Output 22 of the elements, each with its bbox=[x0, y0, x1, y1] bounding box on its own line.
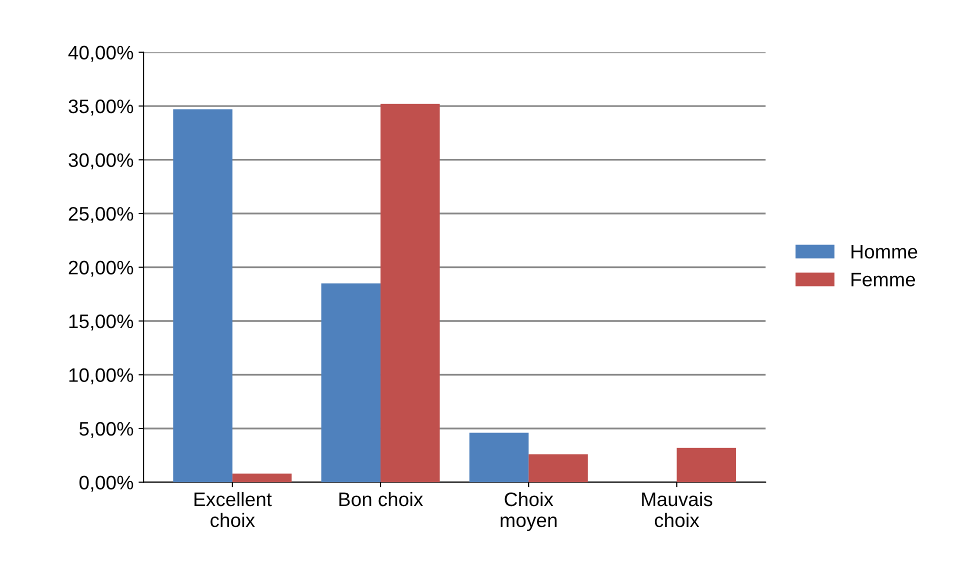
y-tick-label: 15,00% bbox=[69, 314, 134, 331]
x-tick-label: Mauvais choix bbox=[642, 492, 712, 528]
legend-label: Femme bbox=[852, 272, 916, 286]
x-tick-label: Choix moyen bbox=[500, 492, 557, 532]
y-tick-label: 0,00% bbox=[79, 476, 134, 492]
y-tick-label: 10,00% bbox=[69, 368, 134, 384]
y-tick-label: 40,00% bbox=[68, 46, 134, 62]
x-tick-label: Bon choix bbox=[339, 492, 424, 506]
bar bbox=[528, 454, 588, 482]
y-tick-label: 20,00% bbox=[68, 260, 134, 277]
bar bbox=[380, 104, 440, 482]
y-tick-label: 25,00% bbox=[68, 206, 134, 224]
bar bbox=[232, 474, 292, 482]
x-tick-label: Excellent choix bbox=[194, 492, 272, 528]
y-tick-label: 5,00% bbox=[79, 422, 134, 438]
y-tick-label: 35,00% bbox=[68, 100, 134, 116]
bar bbox=[173, 109, 232, 482]
bar bbox=[321, 283, 381, 482]
legend-label: Homme bbox=[852, 244, 918, 259]
bar bbox=[469, 432, 529, 482]
y-tick-label: 30,00% bbox=[68, 153, 134, 170]
bar bbox=[676, 448, 736, 482]
